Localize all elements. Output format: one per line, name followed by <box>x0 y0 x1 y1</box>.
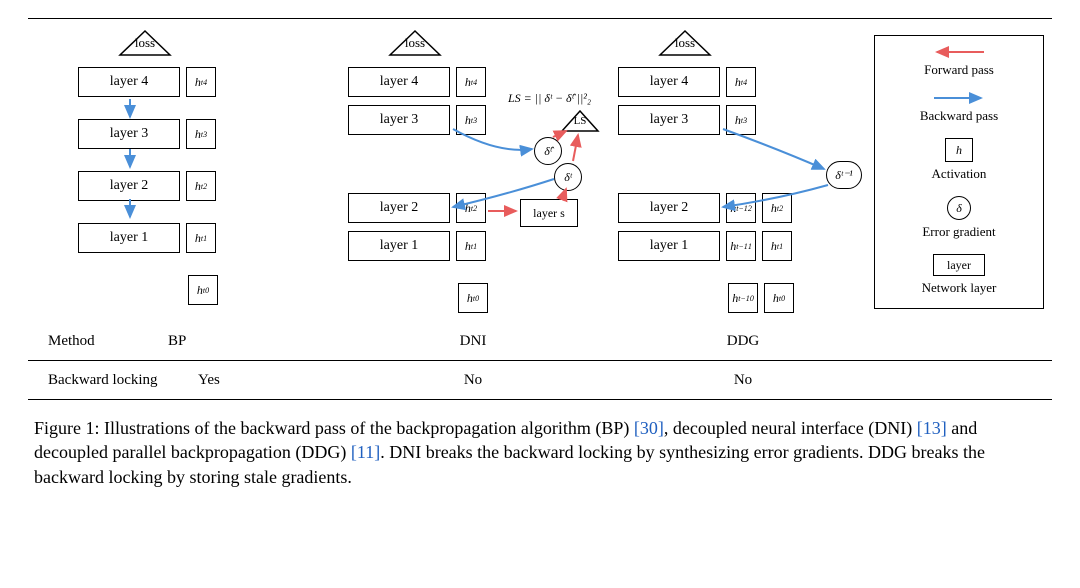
dni-layer4-row: layer 4 ht4 <box>348 67 648 97</box>
dni-ls-triangle: LS <box>560 109 600 138</box>
bp-loss-label: loss <box>118 35 172 51</box>
cap-prefix: Figure 1: Illustrations of the backward … <box>34 418 634 438</box>
dni-h0: ht0 <box>458 283 488 313</box>
cap-mid1: , decoupled neural interface (DNI) <box>664 418 917 438</box>
legend-activation: h Activation <box>883 138 1035 182</box>
table-row-method: Method BP DNI DDG <box>28 322 1052 360</box>
legend-backward-label: Backward pass <box>920 108 998 124</box>
legend-layer-label: Network layer <box>922 280 997 296</box>
bp-layer4-row: layer 4 ht4 <box>78 67 308 97</box>
dni-ls-label: LS <box>560 115 600 127</box>
dni-loss: loss <box>388 29 442 57</box>
ddg-h2a: ht−12 <box>726 193 756 223</box>
tbl-lock-ddg: No <box>608 372 878 389</box>
dni-h4: ht4 <box>456 67 486 97</box>
dni-layer-s: layer s <box>520 199 578 227</box>
tbl-bp: BP <box>168 333 338 350</box>
legend: Forward pass Backward pass h Activation … <box>874 35 1044 309</box>
dni-layer3-row: layer 3 ht3 <box>348 105 648 135</box>
legend-h-box: h <box>945 138 973 162</box>
ddg-loss-label: loss <box>658 35 712 51</box>
dni-layer3: layer 3 <box>348 105 450 135</box>
dni-ls-equation: LS = || δᵗ − δ̂ᵗ ||²₂ <box>508 91 591 106</box>
tbl-lock-dni: No <box>338 372 608 389</box>
figure-page: loss layer 4 ht4 layer 3 ht3 layer 2 ht2… <box>0 0 1080 588</box>
bp-h4: ht4 <box>186 67 216 97</box>
ddg-h1b: ht1 <box>762 231 792 261</box>
bp-h0: ht0 <box>188 275 218 305</box>
ddg-layer1-row: layer 1 ht−11 ht1 <box>618 231 918 261</box>
bp-h0-row: ht0 <box>188 275 308 305</box>
legend-error: δ Error gradient <box>883 196 1035 240</box>
dni-layer1: layer 1 <box>348 231 450 261</box>
bp-h3: ht3 <box>186 119 216 149</box>
legend-activation-label: Activation <box>932 166 987 182</box>
ddg-layer2: layer 2 <box>618 193 720 223</box>
dni-layer2-row: layer 2 ht2 <box>348 193 648 223</box>
figure-table: Method BP DNI DDG Backward locking Yes N… <box>28 322 1052 399</box>
bp-loss: loss <box>118 29 172 57</box>
bp-layer2-row: layer 2 ht2 <box>78 171 308 201</box>
bp-layer3: layer 3 <box>78 119 180 149</box>
ddg-loss: loss <box>658 29 712 57</box>
legend-box: Forward pass Backward pass h Activation … <box>874 35 1044 309</box>
tbl-dni: DNI <box>338 333 608 350</box>
dni-h3: ht3 <box>456 105 486 135</box>
bp-layer1-row: layer 1 ht1 <box>78 223 308 253</box>
legend-error-label: Error gradient <box>922 224 995 240</box>
ddg-layer4: layer 4 <box>618 67 720 97</box>
dni-layer1-row: layer 1 ht1 <box>348 231 648 261</box>
ddg-layer1: layer 1 <box>618 231 720 261</box>
tbl-lock-bp: Yes <box>198 372 338 389</box>
legend-backward: Backward pass <box>883 92 1035 124</box>
bp-layer3-row: layer 3 ht3 <box>78 119 308 149</box>
dni-delta-hat: δ̂ᵗ <box>534 137 562 165</box>
legend-forward: Forward pass <box>883 46 1035 78</box>
ddg-layer2-row: layer 2 ht−12 ht2 <box>618 193 918 223</box>
cap-ref2: [13] <box>917 418 947 438</box>
ddg-h3: ht3 <box>726 105 756 135</box>
tbl-lock-label: Backward locking <box>48 372 198 389</box>
cap-ref3: [11] <box>351 442 380 462</box>
ddg-column: loss layer 4 ht4 layer 3 ht3 layer 2 ht−… <box>618 29 918 313</box>
ddg-delta: δᵗ⁻¹ <box>826 161 862 189</box>
dni-delta: δᵗ <box>554 163 582 191</box>
bp-layer4: layer 4 <box>78 67 180 97</box>
ddg-layer3-row: layer 3 ht3 <box>618 105 918 135</box>
legend-layer: layer Network layer <box>883 254 1035 296</box>
table-row-locking: Backward locking Yes No No <box>28 360 1052 399</box>
bp-layer1: layer 1 <box>78 223 180 253</box>
figure-diagram: loss layer 4 ht4 layer 3 ht3 layer 2 ht2… <box>28 18 1052 400</box>
dni-layer2: layer 2 <box>348 193 450 223</box>
ddg-layer3: layer 3 <box>618 105 720 135</box>
legend-delta-circle: δ <box>947 196 971 220</box>
ddg-h1a: ht−11 <box>726 231 756 261</box>
legend-forward-label: Forward pass <box>924 62 994 78</box>
ddg-h4: ht4 <box>726 67 756 97</box>
dni-loss-label: loss <box>388 35 442 51</box>
tbl-ddg: DDG <box>608 333 878 350</box>
ddg-h0a: ht−10 <box>728 283 758 313</box>
bp-layer2: layer 2 <box>78 171 180 201</box>
dni-h1: ht1 <box>456 231 486 261</box>
ddg-h0b: ht0 <box>764 283 794 313</box>
figure-caption: Figure 1: Illustrations of the backward … <box>28 416 1052 489</box>
cap-ref1: [30] <box>634 418 664 438</box>
bp-h1: ht1 <box>186 223 216 253</box>
ddg-layer4-row: layer 4 ht4 <box>618 67 918 97</box>
bp-column: loss layer 4 ht4 layer 3 ht3 layer 2 ht2… <box>78 29 308 305</box>
legend-layer-box: layer <box>933 254 985 276</box>
bp-h2: ht2 <box>186 171 216 201</box>
dni-layer4: layer 4 <box>348 67 450 97</box>
dni-column: loss layer 4 ht4 layer 3 ht3 layer 2 ht2… <box>348 29 648 313</box>
tbl-method-label: Method <box>48 333 168 350</box>
ddg-h2b: ht2 <box>762 193 792 223</box>
dni-h2: ht2 <box>456 193 486 223</box>
